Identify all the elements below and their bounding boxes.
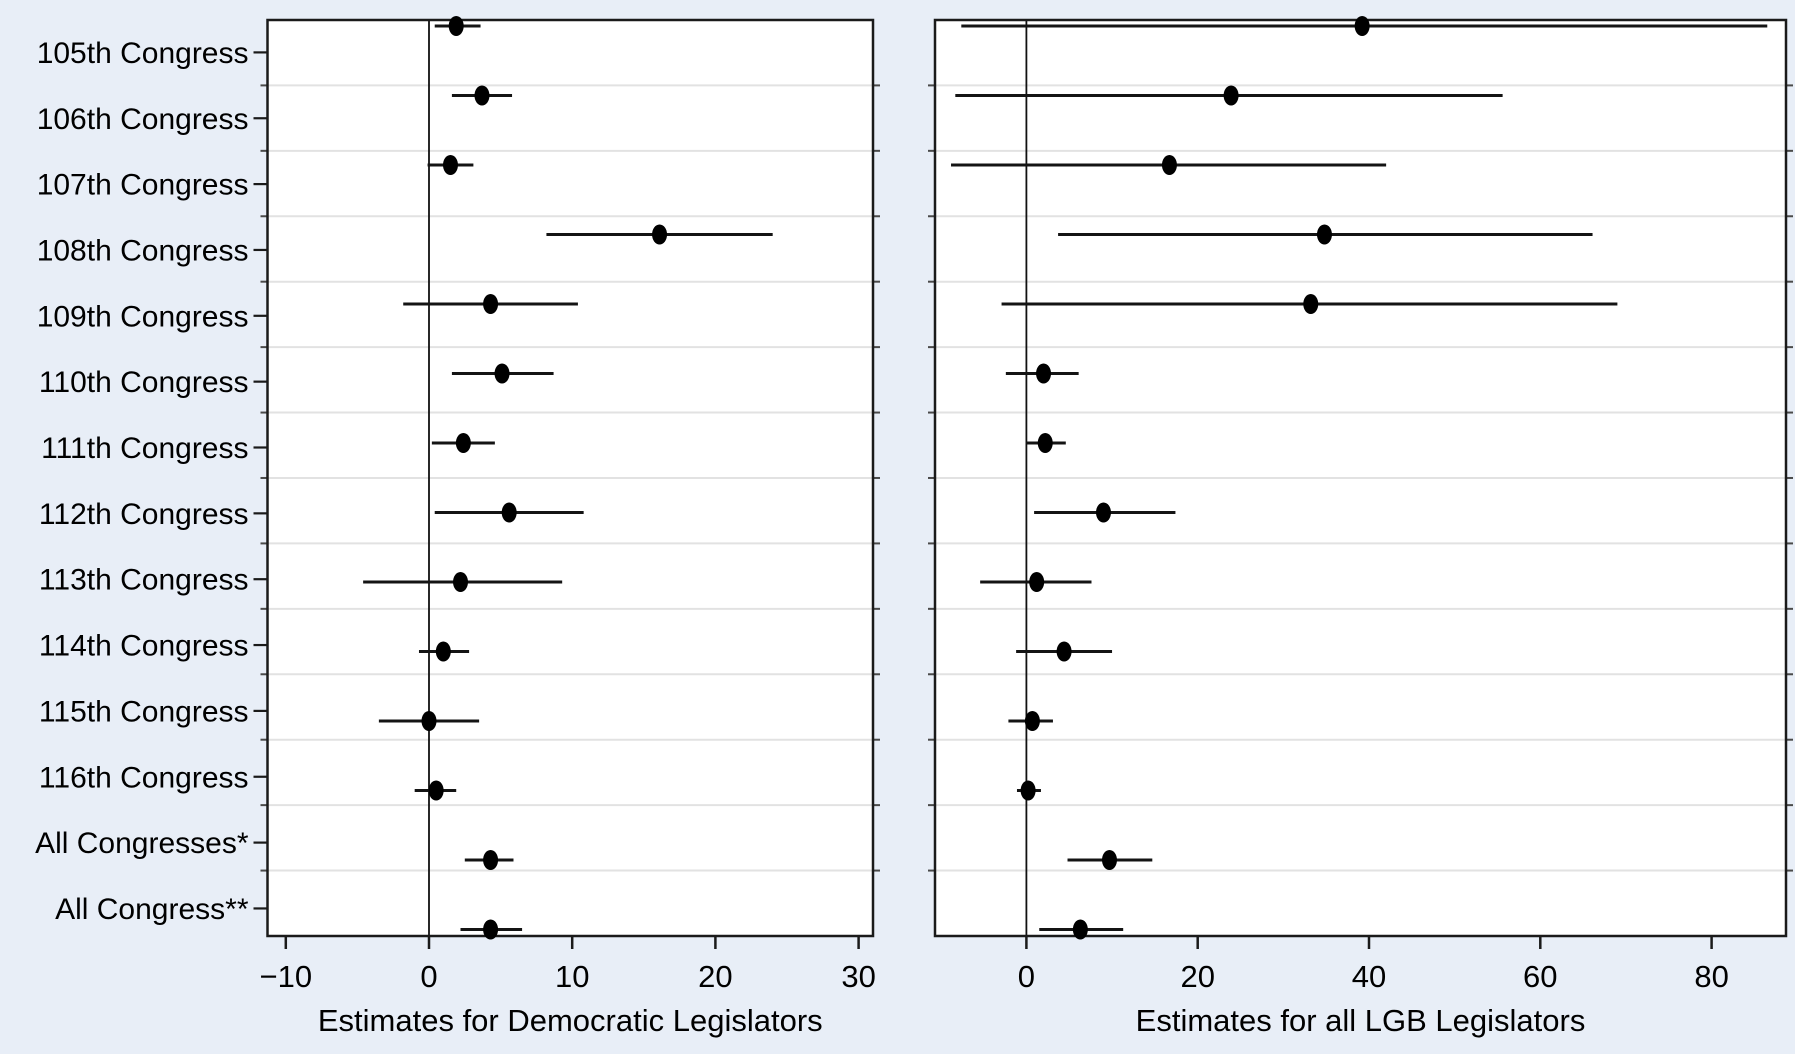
point-estimate [483,294,499,314]
point-estimate [428,780,444,801]
point-estimate [652,224,668,245]
x-axis-title: Estimates for Democratic Legislators [318,1003,823,1038]
point-estimate [1354,16,1370,36]
y-axis-label: 105th Congress [37,37,249,70]
point-estimate [483,850,499,870]
x-axis-tick-label: 20 [1180,959,1214,994]
point-estimate [1036,363,1052,384]
x-axis-tick-label: 30 [841,959,875,994]
point-estimate [474,85,490,106]
x-axis-tick-label: 80 [1694,959,1728,994]
point-estimate [448,16,464,36]
point-estimate [494,363,510,384]
point-estimate [1024,711,1040,731]
y-axis-label: 108th Congress [37,234,249,267]
x-axis-tick-label: 0 [420,959,437,994]
point-estimate [453,572,469,592]
point-estimate [483,919,499,940]
x-axis-tick-label: 10 [555,959,589,994]
point-estimate [1161,155,1177,175]
panel-border [266,18,875,938]
y-axis-label: 112th Congress [39,498,249,531]
point-estimate [1223,85,1239,106]
point-estimate [1037,433,1053,453]
y-axis-label: 115th Congress [39,695,249,728]
y-axis-label: 110th Congress [39,366,249,399]
point-estimate [442,155,458,175]
y-axis-label: 106th Congress [37,103,249,136]
x-axis-title: Estimates for all LGB Legislators [1136,1003,1586,1038]
x-axis-tick-label: 0 [1018,959,1035,994]
y-axis-label: 107th Congress [37,169,249,202]
point-estimate [1101,850,1117,870]
y-axis-label: All Congress** [55,893,249,926]
y-axis-label: All Congresses* [35,827,249,860]
y-axis-label: 113th Congress [39,564,249,597]
point-estimate [1020,780,1036,801]
point-estimate [1316,224,1332,245]
point-estimate [1303,294,1319,314]
point-estimate [1095,502,1111,523]
x-axis-tick-label: 40 [1352,959,1386,994]
point-estimate [455,433,471,453]
x-axis-tick-label: 20 [698,959,732,994]
y-axis-label: 109th Congress [37,300,249,333]
y-axis-label: 111th Congress [41,432,248,465]
point-estimate [1072,919,1088,940]
point-estimate [1029,572,1045,592]
point-estimate [1056,641,1072,662]
y-axis-label: 116th Congress [39,761,249,794]
point-estimate [435,641,451,662]
point-estimate [501,502,517,523]
y-axis-label: 114th Congress [39,630,249,663]
point-estimate [421,711,437,731]
x-axis-tick-label: −10 [260,959,313,994]
x-axis-tick-label: 60 [1523,959,1557,994]
